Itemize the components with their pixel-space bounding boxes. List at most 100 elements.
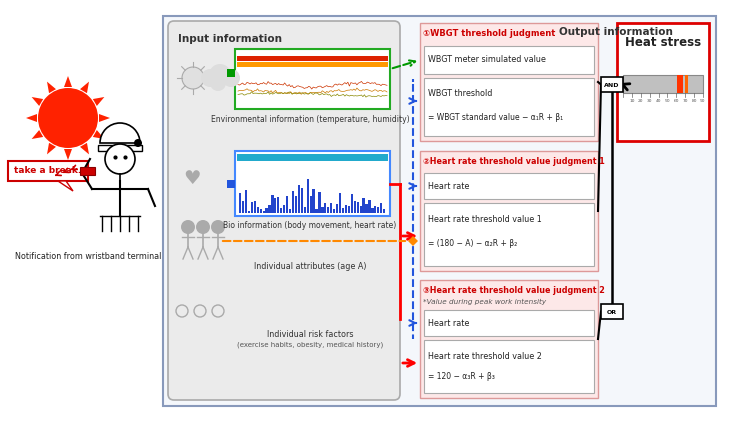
- Text: WBGT threshold: WBGT threshold: [428, 89, 492, 98]
- Text: AND: AND: [604, 83, 620, 88]
- Bar: [274, 199, 277, 213]
- Bar: [239, 194, 241, 213]
- Polygon shape: [99, 115, 110, 123]
- Bar: [420, 24, 598, 142]
- Bar: [80, 167, 95, 176]
- Text: Heart rate: Heart rate: [428, 319, 469, 328]
- Bar: [286, 196, 288, 213]
- Bar: [304, 207, 306, 213]
- Bar: [301, 188, 303, 213]
- Circle shape: [38, 89, 98, 149]
- Bar: [424, 47, 594, 75]
- Text: 10: 10: [629, 99, 634, 103]
- Bar: [227, 70, 235, 78]
- Bar: [366, 205, 368, 213]
- Bar: [617, 24, 709, 142]
- Circle shape: [196, 221, 210, 234]
- Circle shape: [134, 140, 142, 148]
- Bar: [360, 207, 362, 213]
- Polygon shape: [26, 115, 37, 123]
- Bar: [677, 76, 683, 94]
- Text: OR: OR: [607, 309, 617, 314]
- Bar: [339, 194, 341, 213]
- Polygon shape: [47, 83, 56, 94]
- Bar: [163, 17, 716, 406]
- Polygon shape: [64, 77, 72, 88]
- Bar: [342, 209, 344, 213]
- Bar: [356, 202, 359, 213]
- Bar: [424, 173, 594, 199]
- Text: 70: 70: [683, 99, 688, 103]
- Bar: [227, 180, 235, 188]
- Text: Output information: Output information: [559, 27, 673, 37]
- Circle shape: [181, 221, 195, 234]
- Bar: [260, 210, 262, 213]
- Bar: [242, 202, 244, 213]
- Bar: [266, 209, 268, 213]
- Bar: [369, 201, 371, 213]
- Bar: [327, 207, 329, 213]
- Polygon shape: [80, 144, 89, 155]
- Text: (exercise habits, obesity, medical history): (exercise habits, obesity, medical histo…: [237, 341, 383, 348]
- Circle shape: [105, 145, 135, 175]
- Bar: [298, 185, 300, 213]
- Bar: [380, 204, 383, 213]
- Bar: [333, 210, 335, 213]
- Bar: [307, 180, 309, 213]
- Bar: [424, 204, 594, 266]
- Polygon shape: [31, 131, 43, 140]
- Bar: [424, 79, 594, 137]
- Bar: [8, 161, 88, 181]
- Text: Heart rate threshold value 2: Heart rate threshold value 2: [428, 352, 542, 361]
- Bar: [251, 203, 253, 213]
- Text: 90: 90: [700, 99, 706, 103]
- FancyBboxPatch shape: [168, 22, 400, 400]
- Bar: [424, 310, 594, 336]
- Polygon shape: [93, 98, 104, 107]
- Text: 20: 20: [638, 99, 644, 103]
- Text: WBGT meter simulated value: WBGT meter simulated value: [428, 55, 546, 64]
- Text: Input information: Input information: [178, 34, 282, 44]
- Bar: [292, 192, 294, 213]
- Text: ②Heart rate threshold value judgment 1: ②Heart rate threshold value judgment 1: [423, 157, 604, 166]
- Bar: [336, 205, 338, 213]
- Text: Environmental information (temperature, humidity): Environmental information (temperature, …: [211, 115, 410, 124]
- Bar: [280, 208, 283, 213]
- Bar: [283, 205, 285, 213]
- Bar: [363, 199, 365, 213]
- Text: = WBGT standard value − α₁R + β₁: = WBGT standard value − α₁R + β₁: [428, 112, 563, 121]
- Bar: [272, 196, 274, 213]
- Text: 80: 80: [691, 99, 697, 103]
- Text: *Value during peak work intensity: *Value during peak work intensity: [423, 298, 546, 305]
- Bar: [424, 340, 594, 393]
- Bar: [312, 189, 315, 213]
- Bar: [377, 207, 380, 213]
- Text: 50: 50: [664, 99, 670, 103]
- Text: Bio information (body movement, heart rate): Bio information (body movement, heart ra…: [223, 221, 396, 230]
- Text: 60: 60: [674, 99, 679, 103]
- Text: Notification from wristband terminal: Notification from wristband terminal: [15, 251, 161, 260]
- Polygon shape: [58, 181, 73, 192]
- Bar: [295, 197, 297, 213]
- Bar: [237, 57, 388, 62]
- Bar: [98, 146, 142, 152]
- Bar: [235, 152, 390, 216]
- Text: take a break.: take a break.: [15, 166, 82, 175]
- Text: 40: 40: [656, 99, 661, 103]
- Circle shape: [209, 65, 231, 87]
- Text: ③Heart rate threshold value judgment 2: ③Heart rate threshold value judgment 2: [423, 285, 605, 294]
- Bar: [601, 78, 623, 93]
- Bar: [353, 201, 356, 213]
- Bar: [289, 210, 291, 213]
- Bar: [318, 193, 320, 213]
- Polygon shape: [47, 144, 56, 155]
- Text: R: R: [615, 82, 620, 87]
- Polygon shape: [80, 83, 89, 94]
- Text: Individual risk factors: Individual risk factors: [266, 329, 353, 338]
- Bar: [383, 209, 385, 213]
- Text: Individual attributes (age A): Individual attributes (age A): [254, 262, 366, 271]
- Circle shape: [211, 221, 225, 234]
- Bar: [420, 280, 598, 398]
- Bar: [685, 76, 688, 94]
- Bar: [315, 210, 318, 213]
